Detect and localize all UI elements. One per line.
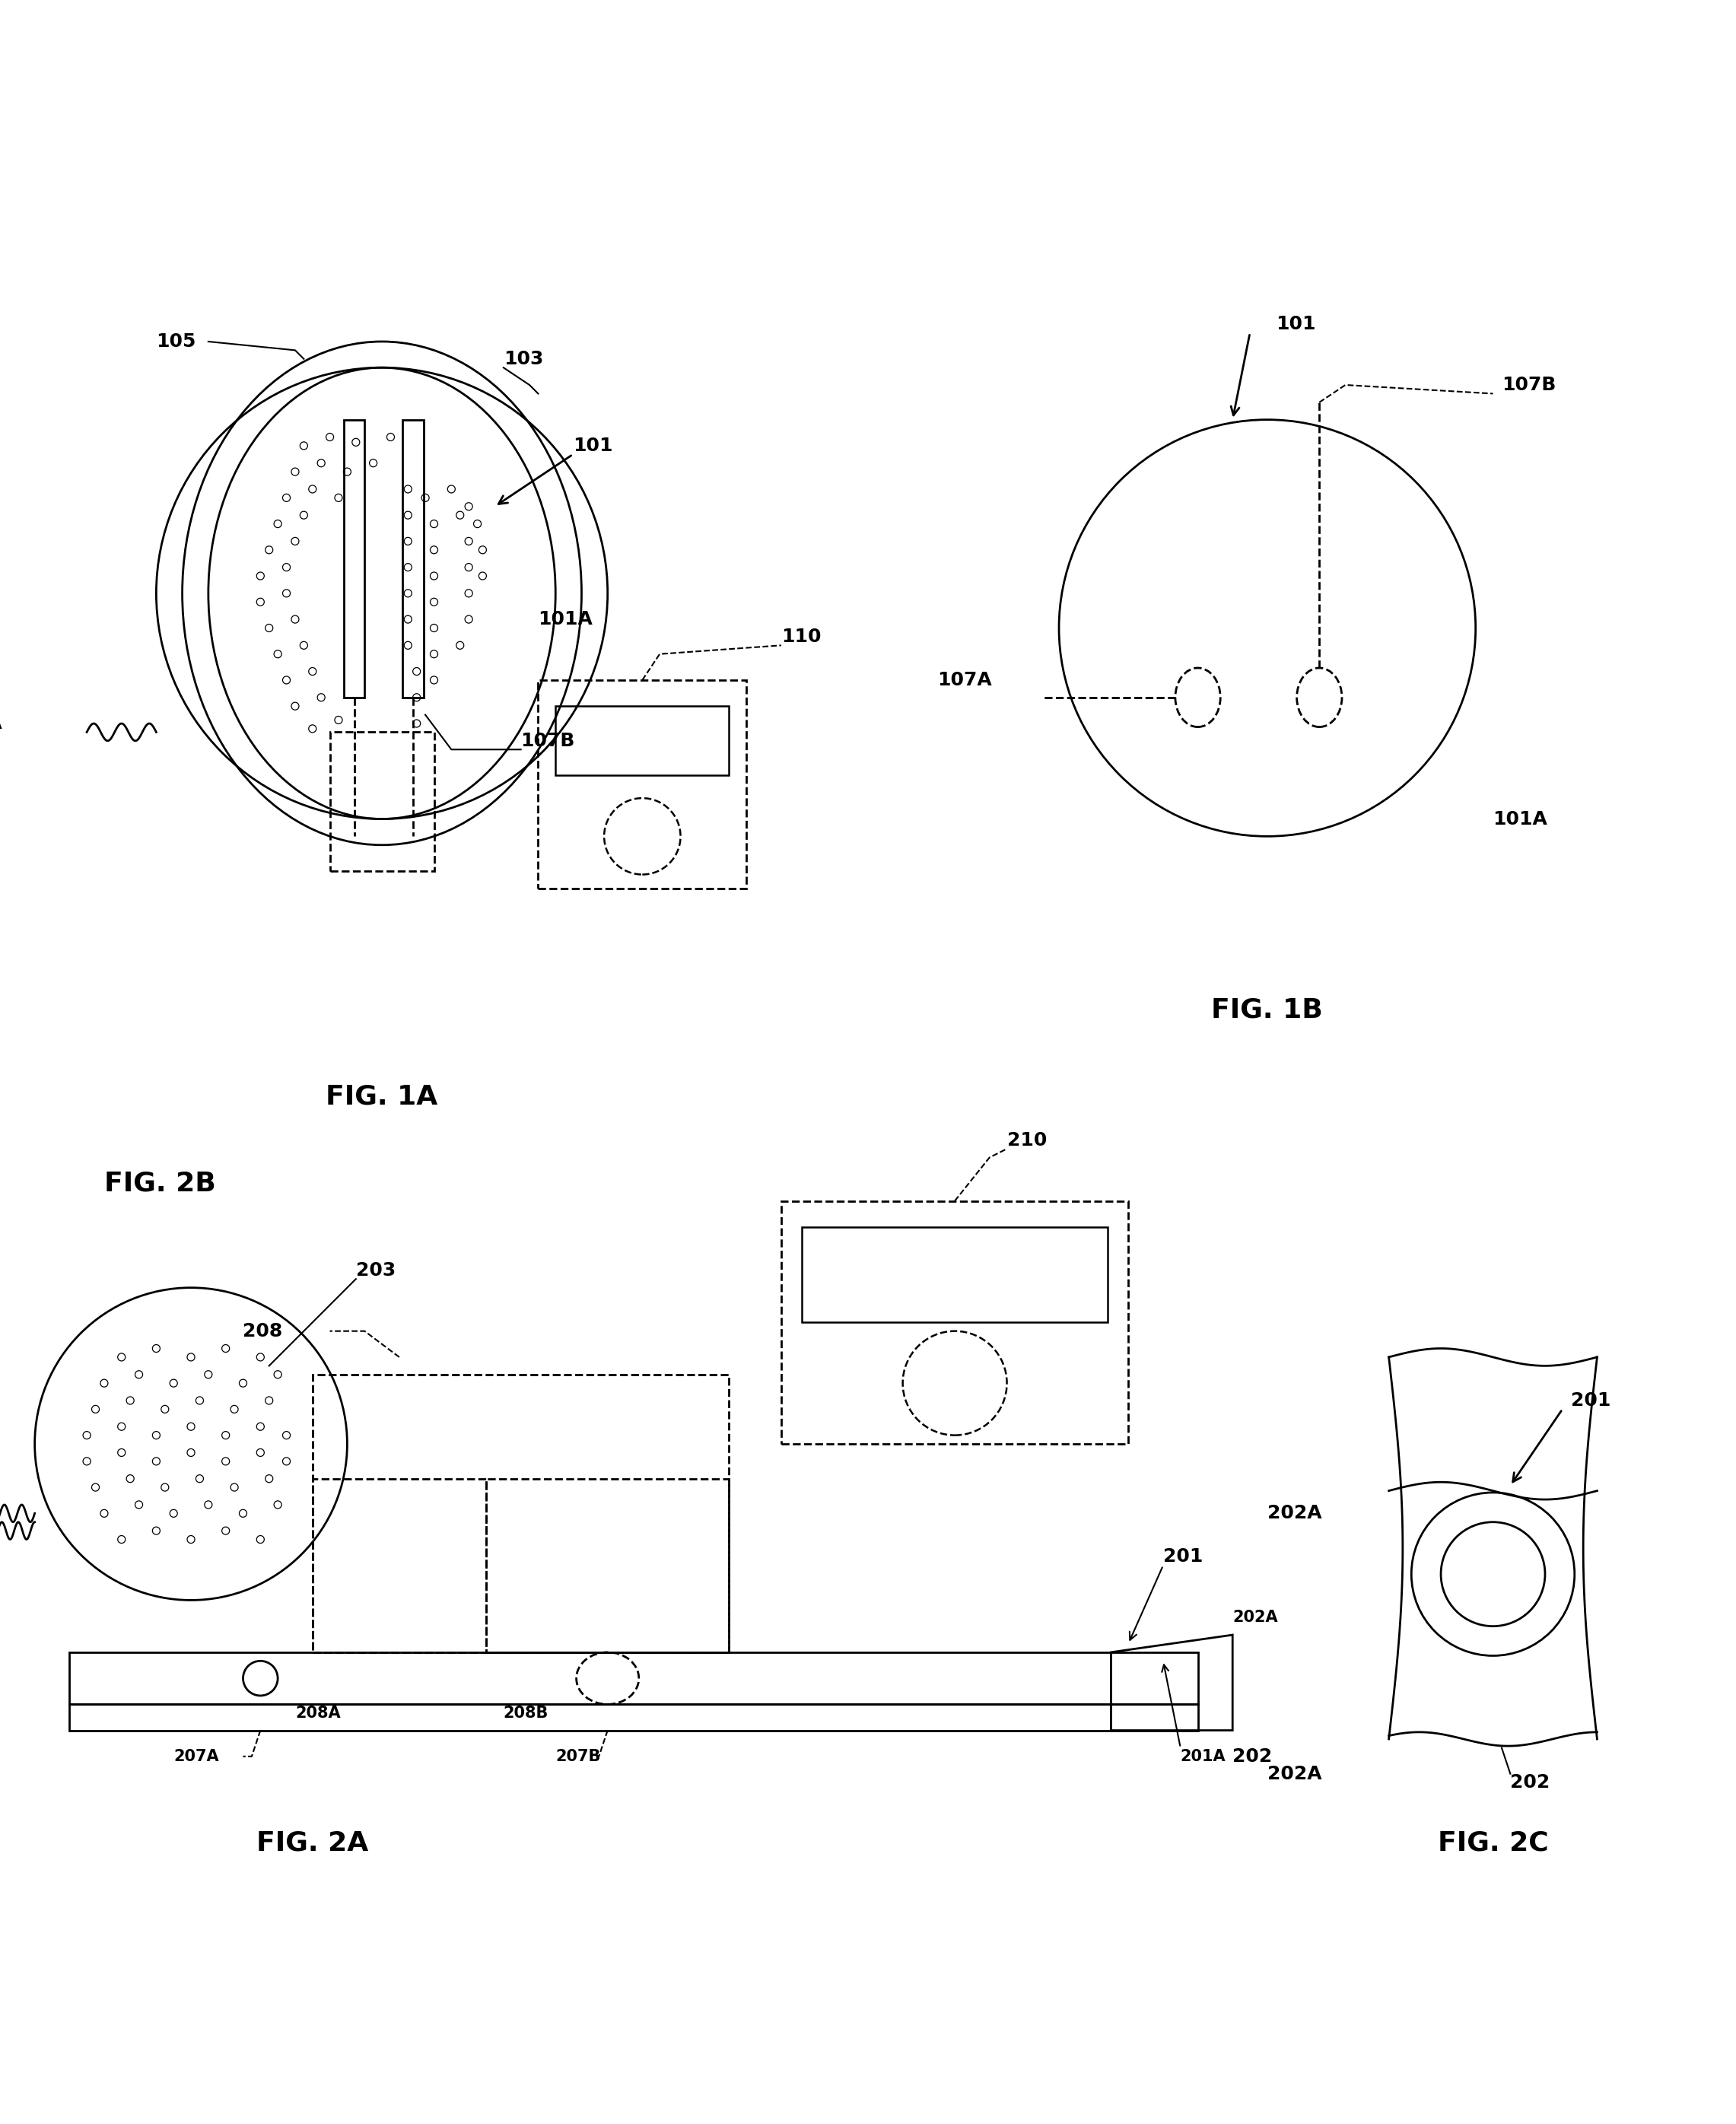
- Text: 101A: 101A: [538, 610, 592, 629]
- Text: 101A: 101A: [1493, 809, 1547, 828]
- Text: FIG. 1A: FIG. 1A: [326, 1083, 437, 1109]
- Text: FIG. 2A: FIG. 2A: [257, 1831, 368, 1856]
- Text: 107A: 107A: [937, 671, 991, 688]
- Text: 207A: 207A: [174, 1748, 219, 1765]
- Text: 107A: 107A: [0, 714, 2, 733]
- Text: 210: 210: [1007, 1130, 1047, 1149]
- Text: 207B: 207B: [556, 1748, 601, 1765]
- Text: 101: 101: [1276, 314, 1316, 333]
- Text: 105: 105: [156, 333, 196, 350]
- Text: 208B: 208B: [503, 1706, 549, 1720]
- Text: 103: 103: [503, 350, 543, 367]
- Text: 201: 201: [1571, 1391, 1611, 1410]
- Text: 202A: 202A: [1267, 1504, 1321, 1523]
- Text: 208: 208: [243, 1321, 283, 1340]
- Text: FIG. 2B: FIG. 2B: [104, 1170, 215, 1196]
- Text: 201: 201: [1163, 1548, 1203, 1565]
- Text: FIG. 2C: FIG. 2C: [1437, 1831, 1549, 1856]
- Text: 203: 203: [356, 1262, 396, 1279]
- Text: 107B: 107B: [1502, 376, 1555, 395]
- Text: 107B: 107B: [521, 731, 575, 750]
- Text: 201A: 201A: [1180, 1748, 1226, 1765]
- Text: 202A: 202A: [1267, 1765, 1321, 1782]
- Text: 202: 202: [1510, 1774, 1550, 1791]
- Text: 202: 202: [1233, 1748, 1272, 1765]
- Text: 208A: 208A: [295, 1706, 340, 1720]
- Text: 110: 110: [781, 627, 821, 646]
- Text: 202A: 202A: [1233, 1610, 1278, 1625]
- Text: 101: 101: [573, 438, 613, 455]
- Text: FIG. 1B: FIG. 1B: [1212, 996, 1323, 1024]
